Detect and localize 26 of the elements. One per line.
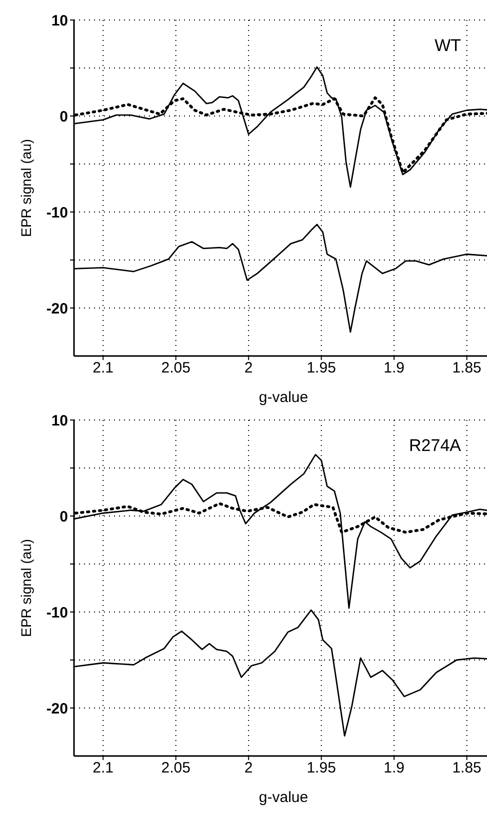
y-tick-label: -20	[46, 300, 68, 318]
y-tick-label: 0	[60, 108, 68, 126]
x-axis-title: g-value	[258, 389, 308, 406]
y-axis-title: EPR signal (au)	[18, 138, 34, 238]
y-tick-label: 10	[51, 12, 68, 30]
y-tick-label: -10	[46, 204, 68, 222]
x-tick-label: 1.9	[384, 360, 404, 377]
y-tick-label: 0	[60, 508, 68, 526]
x-tick-label: 2.05	[161, 360, 190, 377]
x-tick-label: 1.9	[384, 760, 404, 777]
x-tick-label: 2	[244, 760, 253, 777]
y-tick-label: 10	[51, 412, 68, 430]
y-tick-label: -10	[46, 604, 68, 622]
annotation: R274A	[409, 436, 461, 456]
x-axis-title: g-value	[258, 789, 308, 806]
y-axis-title: EPR signal (au)	[18, 538, 34, 638]
x-tick-label: 2	[244, 360, 253, 377]
y-tick-label: -20	[46, 700, 68, 718]
x-tick-label: 1.85	[452, 760, 482, 777]
x-tick-label: 2.1	[92, 360, 114, 377]
annotation: WT	[434, 36, 461, 56]
x-tick-label: 1.85	[452, 360, 482, 377]
x-tick-label: 2.05	[161, 760, 190, 777]
x-tick-label: 1.95	[306, 360, 336, 377]
x-tick-label: 2.1	[92, 760, 114, 777]
x-tick-label: 1.95	[306, 760, 336, 777]
